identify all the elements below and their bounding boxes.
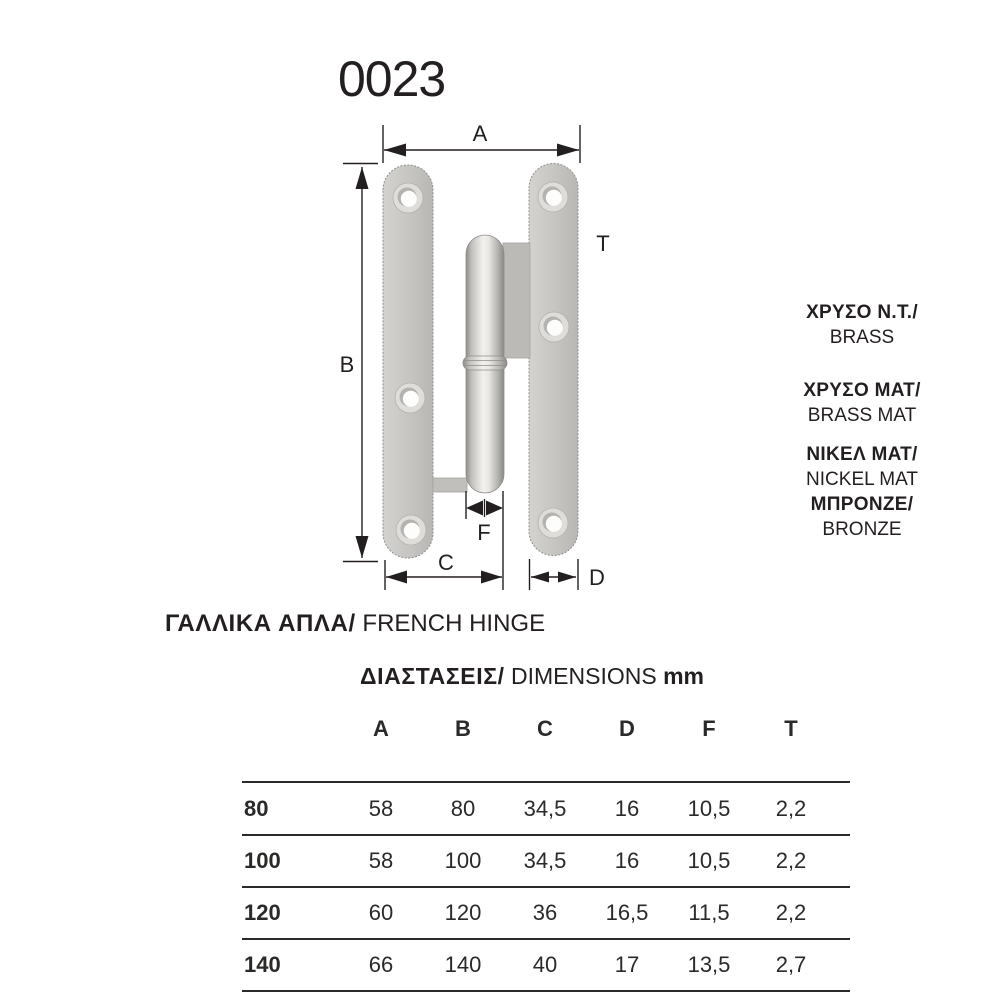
table-header-row: A B C D F T [242,706,850,783]
arrowhead-icon [481,570,502,584]
table-cell: 2,7 [775,952,807,977]
table-cell: 16,5 [605,900,649,925]
row-label: 120 [244,900,281,925]
screw-hole [537,507,569,539]
table-row: 120 60 120 36 16,5 11,5 2,2 [242,888,850,940]
screw-hole [394,382,426,414]
dimensions-heading: ΔΙΑΣΤΑΣΕΙΣ/ DIMENSIONS mm [360,663,704,690]
product-name-en: FRENCH HINGE [355,610,546,637]
finish-item: ΝΙΚΕΛ ΜΑΤ/ NICKEL MAT [766,442,958,492]
table-cell: 13,5 [687,952,731,977]
column-header: T [784,716,798,741]
arrowhead-icon [355,536,369,558]
finish-name-en: BRONZE [822,519,902,540]
table-cell: 40 [532,952,558,977]
arrowhead-icon [531,571,549,583]
table-cell: 34,5 [523,795,567,821]
table-cell: 140 [444,952,482,977]
table-cell: 17 [614,952,640,977]
dimension-a [382,125,581,163]
column-header: A [373,716,389,741]
dimension-b [343,162,378,563]
table-cell: 2,2 [775,848,807,873]
dim-label-c: C [438,550,454,575]
row-label: 100 [244,848,281,873]
dimensions-heading-en: DIMENSIONS [504,663,664,689]
screw-hole [538,311,570,343]
screw-hole [395,514,427,546]
finish-name-en: BRASS MAT [807,405,917,426]
product-name-gr: ΓΑΛΛΙΚΑ ΑΠΛΑ/ [165,610,356,637]
column-header: C [537,716,553,741]
upper-knuckle-web [502,242,531,359]
table-cell: 66 [368,952,394,977]
dimensions-heading-gr: ΔΙΑΣΤΑΣΕΙΣ/ [360,663,505,689]
row-label: 140 [244,952,281,977]
product-name: ΓΑΛΛΙΚΑ ΑΠΛΑ/ FRENCH HINGE [165,610,545,638]
hinge-technical-drawing: A B T C F [340,121,610,590]
table-cell: 58 [368,848,394,873]
table-row: 140 66 140 40 17 13,5 2,7 [242,940,850,992]
table-cell: 58 [368,795,394,821]
table-cell: 11,5 [688,900,730,925]
table-cell: 80 [450,795,476,821]
table-row: 80 58 80 34,5 16 10,5 2,2 [242,783,850,836]
row-label: 80 [244,795,269,821]
left-leaf-plate [382,164,434,559]
table-cell: 120 [444,900,482,925]
column-header: F [702,716,716,741]
table-cell: 10,5 [687,795,731,821]
right-leaf-plate [528,163,579,556]
table-cell: 16 [614,795,640,821]
arrowhead-icon [557,143,579,157]
arrowhead-icon [486,500,503,516]
finish-name-gr: ΧΡΥΣΟ Ν.Τ./ [806,302,918,323]
table-cell: 60 [368,900,394,925]
dim-label-a: A [473,121,488,146]
screw-hole [392,182,424,214]
table-cell: 2,2 [775,900,807,925]
table-cell: 10,5 [687,848,731,873]
dim-label-b: B [340,352,355,377]
finish-item: ΧΡΥΣΟ Ν.Τ./ BRASS [766,300,958,350]
lower-knuckle-tab [432,477,468,493]
product-code: 0023 [338,51,446,107]
arrowhead-icon [386,570,407,584]
dim-label-t: T [596,231,609,256]
finish-name-en: BRASS [829,327,895,348]
table-cell: 16 [614,848,640,873]
finish-name-gr: ΜΠΡΟΝΖΕ/ [810,494,914,515]
dimensions-table: A B C D F T 80 58 80 34,5 16 10,5 2,2 10… [242,706,850,992]
dim-label-d: D [589,565,605,590]
column-header: B [455,716,471,741]
table-cell: 100 [444,848,482,873]
dim-label-f: F [477,520,490,545]
dimension-d [528,559,579,590]
finish-item: ΜΠΡΟΝΖΕ/ BRONZE [766,492,958,542]
screw-hole [537,181,569,213]
finish-list: ΧΡΥΣΟ Ν.Τ./ BRASS ΧΡΥΣΟ ΜΑΤ/ BRASS MAT Ν… [766,300,958,542]
arrowhead-icon [558,571,576,583]
table-cell: 2,2 [775,795,807,821]
dimensions-unit: mm [663,663,704,689]
finish-item: ΧΡΥΣΟ ΜΑΤ/ BRASS MAT [766,378,958,428]
column-header: D [619,716,635,741]
table-cell: 34,5 [523,848,567,873]
arrowhead-icon [355,167,369,189]
arrowhead-icon [466,500,483,516]
table-row: 100 58 100 34,5 16 10,5 2,2 [242,836,850,888]
table-cell: 36 [532,900,558,925]
finish-name-en: NICKEL MAT [806,469,918,490]
bearing-washer [462,355,508,371]
finish-name-gr: ΧΡΥΣΟ ΜΑΤ/ [803,380,921,401]
arrowhead-icon [384,143,406,157]
finish-name-gr: ΝΙΚΕΛ ΜΑΤ/ [806,444,918,465]
